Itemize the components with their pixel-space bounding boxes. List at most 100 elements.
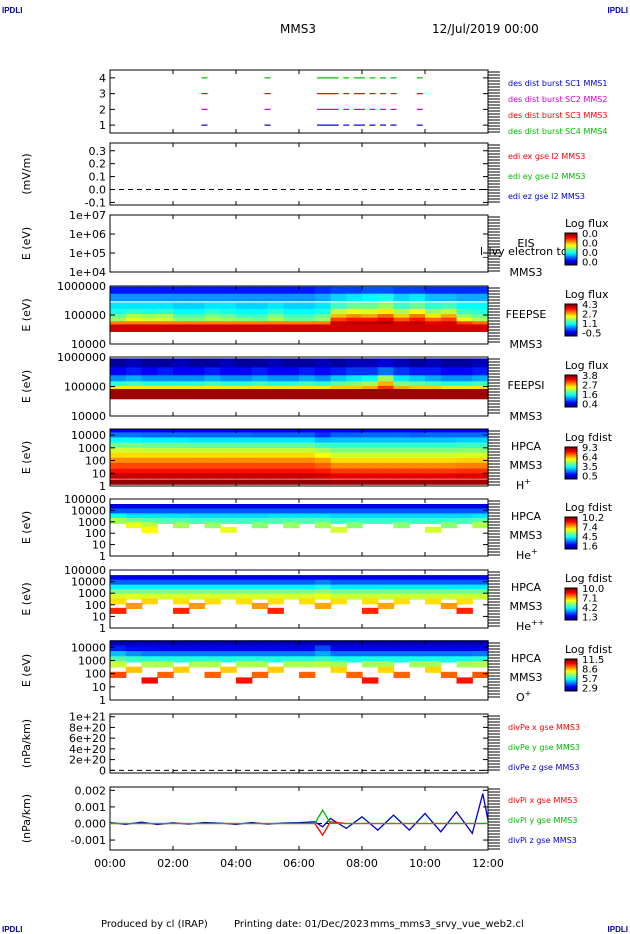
colorbar-step (565, 243, 577, 245)
spectrogram-cell (251, 479, 269, 485)
colorbar-step (565, 545, 577, 547)
colorbar-title: Log fdist (565, 643, 613, 656)
colorbar-tick-label: 0.0 (582, 258, 598, 269)
spectrogram-cell (236, 447, 253, 454)
spectrogram-cell (346, 508, 363, 515)
spectrogram-cell (330, 666, 347, 673)
spectrogram-cell (472, 517, 489, 524)
spectrogram-cell (173, 375, 190, 386)
spectrogram-cell (125, 302, 143, 311)
spacecraft-label: MMS3 (510, 410, 543, 423)
spectrogram-cell (188, 656, 206, 663)
y-tick-label: 1000 (78, 516, 106, 529)
spectrogram-cell (456, 517, 473, 524)
spectrogram-cell (220, 293, 237, 302)
spectrogram-cell (157, 437, 174, 443)
spectrogram-cell (409, 593, 426, 600)
spectrogram-cell (188, 462, 206, 469)
y-tick-label: 0.002 (75, 784, 107, 797)
spectrogram-cell (110, 473, 127, 479)
spectrogram-cell (236, 468, 253, 474)
colorbar-step (565, 448, 577, 450)
spectrogram-cell (425, 666, 442, 673)
spectrogram-cell (330, 645, 347, 652)
spectrogram-cell (330, 504, 347, 510)
spectrogram-cell (251, 286, 269, 295)
spectrogram-cell (377, 589, 395, 596)
spectrogram-cell (346, 293, 363, 302)
colorbar-step (565, 455, 577, 457)
spectrogram-cell (472, 389, 489, 400)
spectrogram-cell (425, 504, 442, 510)
colorbar-title: Log fdist (565, 572, 613, 585)
colorbar-step (565, 328, 577, 330)
spectrogram-cell (362, 579, 379, 586)
footer-produced-by: Produced by cl (IRAP) (101, 919, 208, 930)
spectrogram-cell (251, 442, 269, 449)
spectrogram-cell (330, 656, 347, 663)
legend-entry: edi ex gse l2 MMS3 (508, 152, 585, 161)
spectrogram-cell (346, 589, 363, 596)
spectrogram-cell (314, 375, 332, 386)
colorbar-step (565, 456, 577, 458)
instrument-label: HPCA (511, 440, 542, 453)
spectrogram-cell (393, 367, 410, 378)
spectrogram-cell (472, 447, 489, 454)
colorbar-step (565, 255, 577, 257)
spectrogram-cell (157, 442, 174, 449)
y-tick-label: 100000 (64, 381, 106, 394)
spectrogram-cell (220, 308, 237, 317)
spectrogram-cell (204, 651, 221, 658)
spectrogram-cell (409, 302, 426, 311)
spectrogram-cell (204, 473, 221, 479)
colorbar-step (565, 677, 577, 679)
spectrogram-cell (362, 656, 379, 663)
spectrogram-cell (346, 575, 363, 582)
colorbar-step (565, 588, 577, 590)
spectrogram-cell (188, 367, 206, 378)
colorbar-step (565, 665, 577, 667)
spectrogram-cell (125, 428, 143, 434)
spectrogram-cell (157, 308, 174, 317)
spectrogram-cell (472, 584, 489, 591)
spectrogram-cell (299, 286, 316, 295)
spectrogram-cell (346, 462, 363, 469)
y-tick-label: 1000000 (57, 280, 106, 293)
y-tick-label: 1e+04 (69, 266, 106, 279)
spectrogram-cell (267, 656, 284, 663)
spectrogram-cell (141, 508, 158, 515)
spectrogram-cell (346, 468, 363, 474)
spectrogram-cell (188, 579, 206, 586)
spectrogram-cell (220, 645, 237, 652)
spectrogram-cell (157, 473, 174, 479)
colorbar-step (565, 519, 577, 521)
spectrogram-cell (267, 504, 284, 510)
spectrogram-cell (393, 437, 410, 443)
colorbar-step (565, 258, 577, 260)
colorbar-tick-label: 2.7 (582, 310, 598, 321)
y-axis-label: E (eV) (20, 582, 33, 615)
spectrogram-cell (409, 645, 426, 652)
spectrogram-cell (141, 677, 158, 684)
corner-label-top-left: IPDLI (2, 6, 23, 15)
colorbar-step (565, 520, 577, 522)
colorbar-step (565, 674, 577, 676)
spectrogram-cell (173, 508, 190, 515)
spectrogram-cell (346, 473, 363, 479)
legend-entry: edi ez gse l2 MMS3 (508, 192, 585, 201)
spectrogram-cell (330, 575, 347, 582)
y-tick-label: 10 (92, 681, 106, 694)
spectrogram-cell (362, 661, 379, 668)
spectrogram-cell (251, 473, 269, 479)
spectrogram-cell (409, 389, 426, 400)
colorbar-step (565, 254, 577, 256)
spectrogram-cell (456, 324, 473, 332)
spectrogram-cell (346, 286, 363, 295)
spectrogram-cell (425, 584, 442, 591)
spectrogram-cell (425, 593, 442, 600)
colorbar-step (565, 377, 577, 379)
spectrogram-cell (267, 508, 284, 515)
spectrogram-cell (251, 656, 269, 663)
spectrogram-cell (425, 447, 442, 454)
spectrogram-cell (299, 508, 316, 515)
